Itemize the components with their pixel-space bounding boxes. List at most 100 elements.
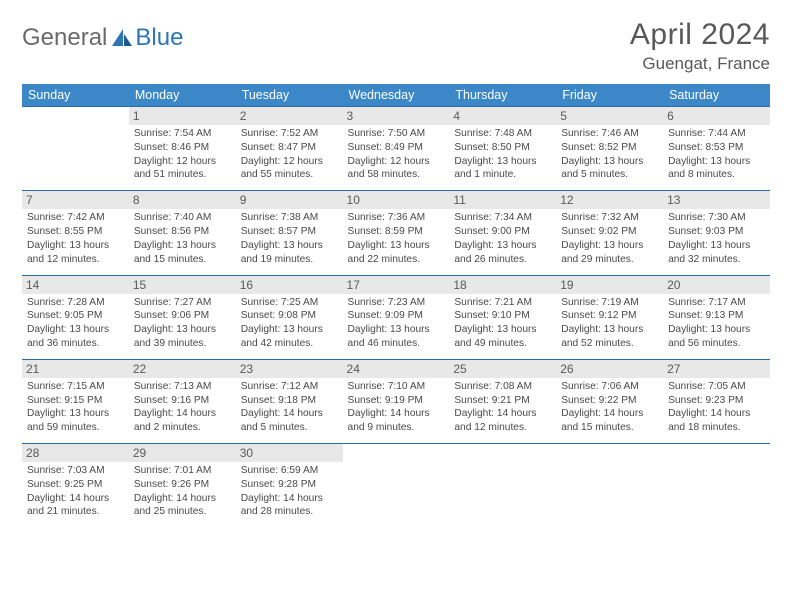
sunset-text: Sunset: 8:47 PM xyxy=(241,141,340,155)
sunset-text: Sunset: 9:18 PM xyxy=(241,394,340,408)
title-block: April 2024 Guengat, France xyxy=(630,18,770,74)
day-number: 21 xyxy=(22,360,129,378)
daylight-text: and 42 minutes. xyxy=(241,337,340,351)
daylight-text: Daylight: 14 hours xyxy=(241,407,340,421)
sunrise-text: Sunrise: 7:15 AM xyxy=(27,380,126,394)
day-number: 24 xyxy=(343,360,450,378)
daylight-text: Daylight: 13 hours xyxy=(134,323,233,337)
daylight-text: Daylight: 13 hours xyxy=(668,239,767,253)
sunrise-text: Sunrise: 7:17 AM xyxy=(668,296,767,310)
sunset-text: Sunset: 8:55 PM xyxy=(27,225,126,239)
calendar-day-cell: 3Sunrise: 7:50 AMSunset: 8:49 PMDaylight… xyxy=(343,107,450,191)
daylight-text: and 36 minutes. xyxy=(27,337,126,351)
day-number: 5 xyxy=(556,107,663,125)
calendar-day-cell: 22Sunrise: 7:13 AMSunset: 9:16 PMDayligh… xyxy=(129,359,236,443)
sail-icon xyxy=(111,28,133,48)
day-number: 25 xyxy=(449,360,556,378)
weekday-header: Saturday xyxy=(663,84,770,107)
day-number: 22 xyxy=(129,360,236,378)
sunset-text: Sunset: 9:19 PM xyxy=(348,394,447,408)
sunset-text: Sunset: 8:57 PM xyxy=(241,225,340,239)
brand-part2: Blue xyxy=(135,24,183,52)
sunrise-text: Sunrise: 7:23 AM xyxy=(348,296,447,310)
daylight-text: and 56 minutes. xyxy=(668,337,767,351)
calendar-day-cell xyxy=(343,444,450,528)
calendar-day-cell: 12Sunrise: 7:32 AMSunset: 9:02 PMDayligh… xyxy=(556,191,663,275)
sunrise-text: Sunrise: 7:30 AM xyxy=(668,211,767,225)
calendar-week-row: 1Sunrise: 7:54 AMSunset: 8:46 PMDaylight… xyxy=(22,107,770,191)
daylight-text: Daylight: 13 hours xyxy=(561,155,660,169)
calendar-day-cell: 15Sunrise: 7:27 AMSunset: 9:06 PMDayligh… xyxy=(129,275,236,359)
brand-part1: General xyxy=(22,24,107,52)
sunrise-text: Sunrise: 7:34 AM xyxy=(454,211,553,225)
weekday-header: Thursday xyxy=(449,84,556,107)
weekday-header: Tuesday xyxy=(236,84,343,107)
sunrise-text: Sunrise: 7:12 AM xyxy=(241,380,340,394)
daylight-text: Daylight: 13 hours xyxy=(348,239,447,253)
daylight-text: and 12 minutes. xyxy=(454,421,553,435)
day-number: 26 xyxy=(556,360,663,378)
sunset-text: Sunset: 9:08 PM xyxy=(241,309,340,323)
sunset-text: Sunset: 9:23 PM xyxy=(668,394,767,408)
day-number: 13 xyxy=(663,191,770,209)
calendar-day-cell xyxy=(22,107,129,191)
calendar-day-cell xyxy=(663,444,770,528)
daylight-text: and 9 minutes. xyxy=(348,421,447,435)
sunrise-text: Sunrise: 7:19 AM xyxy=(561,296,660,310)
day-number: 28 xyxy=(22,444,129,462)
sunset-text: Sunset: 8:46 PM xyxy=(134,141,233,155)
calendar-day-cell: 25Sunrise: 7:08 AMSunset: 9:21 PMDayligh… xyxy=(449,359,556,443)
daylight-text: Daylight: 12 hours xyxy=(348,155,447,169)
calendar-day-cell: 26Sunrise: 7:06 AMSunset: 9:22 PMDayligh… xyxy=(556,359,663,443)
month-title: April 2024 xyxy=(630,18,770,52)
brand-logo: General Blue xyxy=(22,18,183,52)
calendar-day-cell: 17Sunrise: 7:23 AMSunset: 9:09 PMDayligh… xyxy=(343,275,450,359)
day-number: 9 xyxy=(236,191,343,209)
day-number: 10 xyxy=(343,191,450,209)
sunset-text: Sunset: 8:56 PM xyxy=(134,225,233,239)
sunrise-text: Sunrise: 7:27 AM xyxy=(134,296,233,310)
daylight-text: Daylight: 13 hours xyxy=(27,407,126,421)
sunrise-text: Sunrise: 7:03 AM xyxy=(27,464,126,478)
sunset-text: Sunset: 8:50 PM xyxy=(454,141,553,155)
sunset-text: Sunset: 9:00 PM xyxy=(454,225,553,239)
sunset-text: Sunset: 8:59 PM xyxy=(348,225,447,239)
sunset-text: Sunset: 9:16 PM xyxy=(134,394,233,408)
daylight-text: and 46 minutes. xyxy=(348,337,447,351)
calendar-day-cell xyxy=(556,444,663,528)
daylight-text: Daylight: 12 hours xyxy=(241,155,340,169)
daylight-text: Daylight: 14 hours xyxy=(561,407,660,421)
daylight-text: and 32 minutes. xyxy=(668,253,767,267)
calendar-day-cell: 24Sunrise: 7:10 AMSunset: 9:19 PMDayligh… xyxy=(343,359,450,443)
weekday-header: Friday xyxy=(556,84,663,107)
calendar-day-cell: 14Sunrise: 7:28 AMSunset: 9:05 PMDayligh… xyxy=(22,275,129,359)
sunrise-text: Sunrise: 7:13 AM xyxy=(134,380,233,394)
daylight-text: Daylight: 13 hours xyxy=(348,323,447,337)
sunrise-text: Sunrise: 7:46 AM xyxy=(561,127,660,141)
calendar-week-row: 28Sunrise: 7:03 AMSunset: 9:25 PMDayligh… xyxy=(22,444,770,528)
day-number: 4 xyxy=(449,107,556,125)
day-number: 11 xyxy=(449,191,556,209)
daylight-text: and 58 minutes. xyxy=(348,168,447,182)
day-number: 14 xyxy=(22,276,129,294)
daylight-text: Daylight: 13 hours xyxy=(668,155,767,169)
sunrise-text: Sunrise: 7:36 AM xyxy=(348,211,447,225)
calendar-week-row: 7Sunrise: 7:42 AMSunset: 8:55 PMDaylight… xyxy=(22,191,770,275)
sunrise-text: Sunrise: 7:44 AM xyxy=(668,127,767,141)
day-number: 17 xyxy=(343,276,450,294)
daylight-text: Daylight: 13 hours xyxy=(668,323,767,337)
day-number: 20 xyxy=(663,276,770,294)
daylight-text: Daylight: 14 hours xyxy=(348,407,447,421)
calendar-day-cell: 30Sunrise: 6:59 AMSunset: 9:28 PMDayligh… xyxy=(236,444,343,528)
daylight-text: and 59 minutes. xyxy=(27,421,126,435)
daylight-text: and 25 minutes. xyxy=(134,505,233,519)
sunrise-text: Sunrise: 7:25 AM xyxy=(241,296,340,310)
sunset-text: Sunset: 9:06 PM xyxy=(134,309,233,323)
day-number: 7 xyxy=(22,191,129,209)
sunset-text: Sunset: 9:05 PM xyxy=(27,309,126,323)
sunrise-text: Sunrise: 7:54 AM xyxy=(134,127,233,141)
calendar-day-cell: 27Sunrise: 7:05 AMSunset: 9:23 PMDayligh… xyxy=(663,359,770,443)
weekday-header: Monday xyxy=(129,84,236,107)
calendar-day-cell: 13Sunrise: 7:30 AMSunset: 9:03 PMDayligh… xyxy=(663,191,770,275)
sunrise-text: Sunrise: 7:01 AM xyxy=(134,464,233,478)
